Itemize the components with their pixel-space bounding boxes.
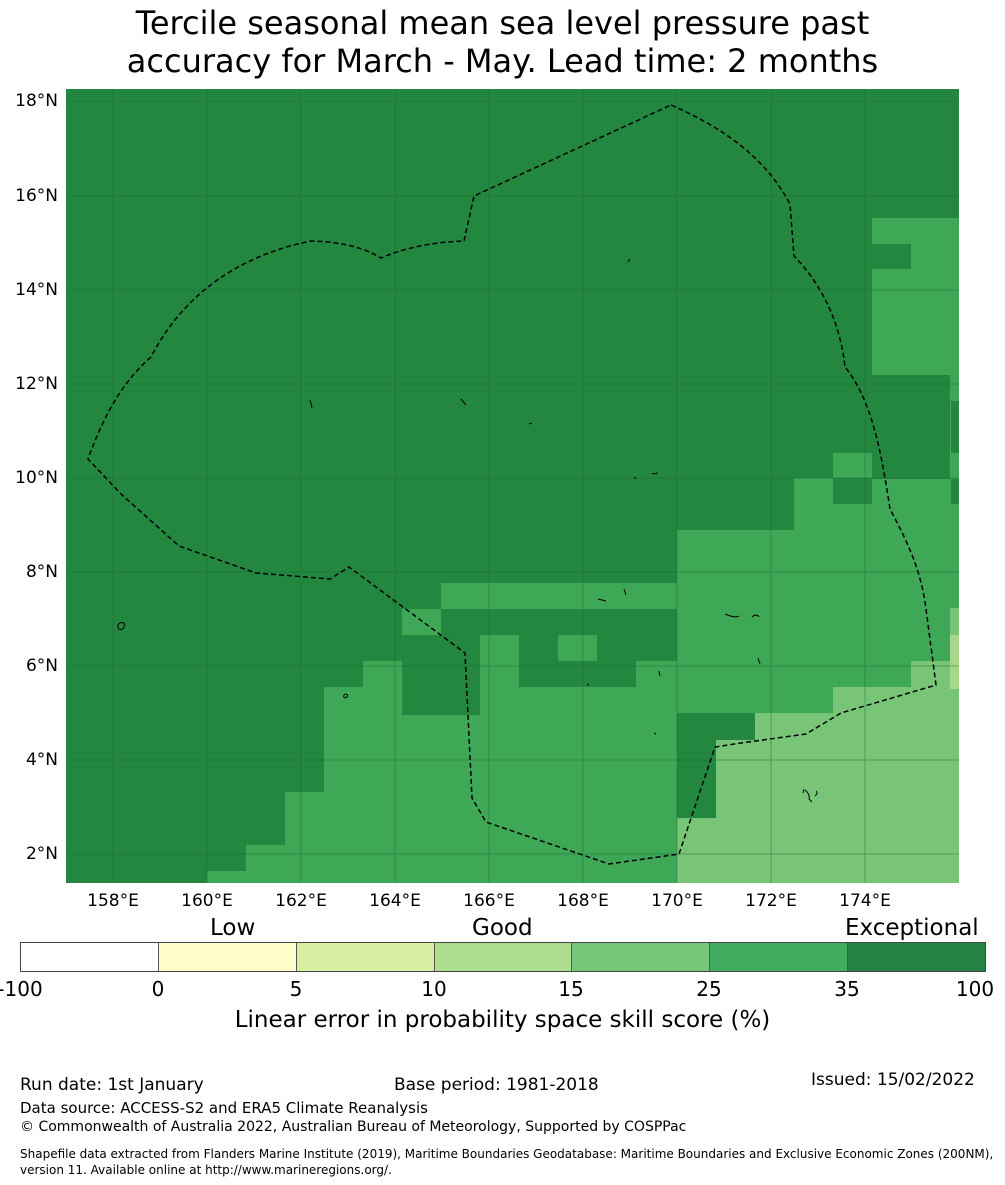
lon-label: 168°E xyxy=(557,891,609,911)
cell-good xyxy=(794,504,959,530)
colorbar-tick: 5 xyxy=(289,977,303,1001)
cell-exceptional xyxy=(402,635,480,715)
island xyxy=(343,693,349,699)
cell-exceptional xyxy=(872,453,911,479)
lat-label: 2°N xyxy=(25,844,58,864)
colorbar-segment xyxy=(158,943,297,971)
island xyxy=(724,613,760,618)
colorbar-segment xyxy=(572,943,711,971)
island xyxy=(757,657,761,665)
colorbar xyxy=(20,942,986,972)
cell-exceptional xyxy=(911,375,950,453)
colorbar-label: Linear error in probability space skill … xyxy=(234,1007,771,1033)
cell-good xyxy=(833,453,872,479)
colorbar-segment xyxy=(848,943,986,971)
colorbar-tick: 25 xyxy=(696,977,722,1001)
cell-good xyxy=(872,297,950,375)
lon-label: 174°E xyxy=(839,891,891,911)
colorbar-tick: 0 xyxy=(151,977,165,1001)
cell-good xyxy=(794,478,833,504)
base-period: Base period: 1981-2018 xyxy=(394,1075,599,1095)
cell-exceptional xyxy=(833,478,872,504)
cell-exceptional xyxy=(636,609,677,635)
lat-label: 8°N xyxy=(25,562,58,582)
cell-good xyxy=(285,792,324,883)
lat-label: 16°N xyxy=(15,186,58,206)
cell-good xyxy=(677,530,959,560)
cell-good xyxy=(480,635,519,715)
cell-good xyxy=(950,453,959,479)
cell-good xyxy=(558,687,636,715)
lat-label: 6°N xyxy=(25,656,58,676)
cell-good xyxy=(402,609,441,635)
run-date: Run date: 1st January xyxy=(20,1075,204,1095)
island xyxy=(586,683,590,686)
island xyxy=(802,788,818,797)
island xyxy=(627,258,631,263)
cell-good xyxy=(597,583,636,609)
cell-good xyxy=(363,661,402,687)
region-mid xyxy=(677,635,959,883)
eez-boundary xyxy=(87,104,937,865)
cell-good xyxy=(246,845,285,883)
cell-good xyxy=(636,661,677,715)
cell-mid xyxy=(950,608,959,635)
cell-good xyxy=(911,269,950,297)
copyright: © Commonwealth of Australia 2022, Austra… xyxy=(20,1119,687,1135)
chart-title: Tercile seasonal mean sea level pressure… xyxy=(0,4,1005,80)
lon-label: 164°E xyxy=(369,891,421,911)
lon-label: 172°E xyxy=(745,891,797,911)
title-line-1: Tercile seasonal mean sea level pressure… xyxy=(135,4,870,42)
colorbar-tick: 35 xyxy=(834,977,860,1001)
colorbar-segment xyxy=(296,943,435,971)
issued-date: Issued: 15/02/2022 xyxy=(811,1070,975,1090)
skill-map[interactable] xyxy=(66,89,959,883)
shapefile-credit-line-1: Shapefile data extracted from Flanders M… xyxy=(20,1147,994,1161)
lat-label: 10°N xyxy=(15,468,58,488)
colorbar-tick: 15 xyxy=(558,977,584,1001)
lon-label: 166°E xyxy=(463,891,515,911)
colorbar-segment xyxy=(21,943,159,971)
lat-label: 14°N xyxy=(15,280,58,300)
cell-mid xyxy=(950,635,959,689)
cell-good xyxy=(519,714,558,740)
shapefile-credit-line-2: version 11. Available online at http://w… xyxy=(20,1163,392,1177)
island xyxy=(804,789,813,803)
colorbar-tick: 100 xyxy=(955,977,995,1001)
colorbar-tick: 10 xyxy=(421,977,447,1001)
island xyxy=(653,670,661,735)
island xyxy=(309,398,467,409)
lon-label: 162°E xyxy=(275,891,327,911)
island xyxy=(597,588,627,602)
cell-exceptional xyxy=(911,453,950,479)
lat-label: 4°N xyxy=(25,750,58,770)
cell-exceptional xyxy=(558,661,597,687)
island xyxy=(117,622,125,630)
island xyxy=(528,422,659,480)
lon-label: 158°E xyxy=(87,891,139,911)
graticule xyxy=(66,89,959,883)
lon-label: 160°E xyxy=(181,891,233,911)
cell-good xyxy=(207,871,246,883)
colorbar-word-good: Good xyxy=(472,915,533,941)
cell-good xyxy=(872,218,911,244)
cell-good xyxy=(950,218,959,401)
colorbar-segment xyxy=(710,943,849,971)
data-source: Data source: ACCESS-S2 and ERA5 Climate … xyxy=(20,1099,428,1117)
lon-label: 170°E xyxy=(651,891,703,911)
islands xyxy=(117,258,818,803)
colorbar-segment xyxy=(434,943,573,971)
colorbar-tick: -100 xyxy=(0,977,43,1001)
lat-label: 18°N xyxy=(15,91,58,111)
title-line-2: accuracy for March - May. Lead time: 2 m… xyxy=(126,42,879,80)
cell-good xyxy=(324,687,677,883)
colorbar-word-low: Low xyxy=(210,915,256,941)
lat-label: 12°N xyxy=(15,374,58,394)
colorbar-word-exceptional: Exceptional xyxy=(845,915,979,941)
cell-exceptional xyxy=(597,609,636,687)
